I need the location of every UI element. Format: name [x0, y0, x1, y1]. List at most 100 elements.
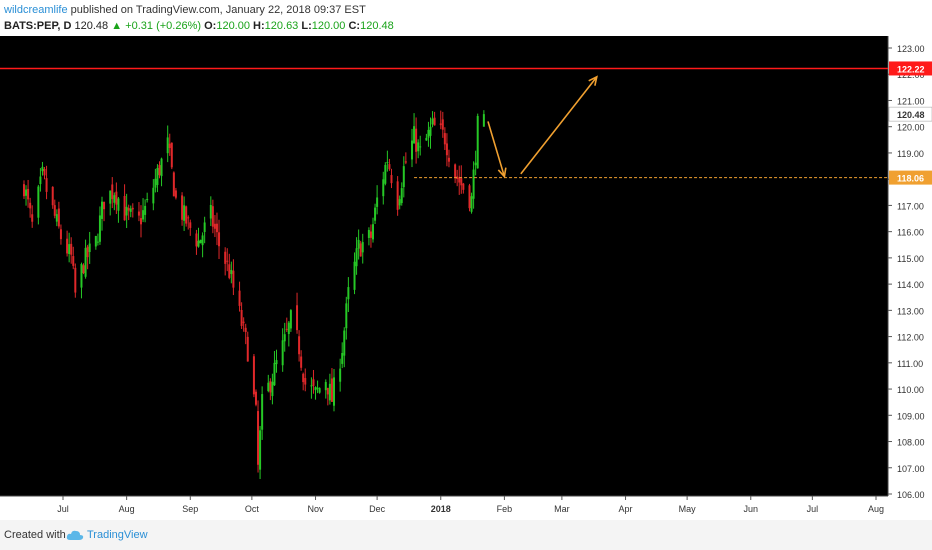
x-tick-label: Feb [497, 504, 513, 514]
candle-body [213, 223, 216, 229]
y-tick-label: 111.00 [897, 359, 923, 369]
candle [439, 110, 442, 130]
candle [189, 219, 192, 236]
candle [359, 240, 362, 257]
candle [372, 217, 375, 243]
candle-body [129, 208, 132, 212]
support-price-label-bg [889, 170, 932, 185]
x-tick-label: May [679, 504, 697, 514]
candle [267, 374, 270, 393]
candle [57, 201, 60, 229]
candle-body [201, 235, 204, 246]
candle [86, 244, 89, 270]
publish-header: wildcreamlife published on TradingView.c… [4, 2, 366, 18]
candle [413, 113, 416, 144]
arrow-annotations[interactable] [487, 75, 598, 179]
candle [199, 239, 202, 244]
candle [454, 163, 457, 184]
candle [183, 196, 186, 231]
candle-body [88, 243, 91, 253]
candle [174, 187, 177, 200]
low-value: 120.00 [311, 20, 346, 32]
arrow-1[interactable] [487, 121, 507, 179]
candle-body [140, 218, 143, 225]
candle-body [343, 330, 346, 356]
candle [94, 235, 97, 250]
candle-body [476, 115, 479, 169]
candle-body [41, 166, 44, 172]
arrow-2[interactable] [520, 75, 598, 175]
candle [386, 150, 389, 172]
candle [41, 161, 44, 176]
candle-body [43, 169, 46, 176]
candle-body [359, 243, 362, 257]
candle-body [82, 265, 85, 274]
candle [117, 197, 120, 223]
candle-body [22, 184, 25, 197]
candle [88, 231, 91, 264]
author-link[interactable]: wildcreamlife [4, 4, 68, 16]
symbol-name[interactable]: BATS:PEP, D [4, 20, 72, 32]
candle-body [429, 126, 432, 136]
candle [137, 202, 140, 222]
candle [417, 139, 420, 159]
tradingview-link[interactable]: TradingView [87, 529, 148, 541]
candle-body [37, 186, 40, 218]
candle-body [232, 270, 235, 288]
horizontal-lines-group[interactable] [0, 67, 888, 179]
candle [326, 387, 329, 406]
candle [261, 386, 264, 440]
price-chart[interactable]: 106.00 107.00 108.00 109.00 110.00 111.00 112.… [0, 36, 932, 520]
candle-body [273, 362, 276, 386]
candle-body [384, 164, 387, 184]
candle-body [400, 188, 403, 204]
candle-body [376, 197, 379, 207]
candle-body [152, 187, 155, 204]
plot-area[interactable] [0, 36, 888, 496]
candle [226, 248, 229, 272]
y-tick-label: 112.00 [897, 333, 924, 343]
candle-body [209, 204, 212, 219]
candle [170, 142, 173, 170]
y-tick-label: 110.00 [897, 385, 924, 395]
candle [367, 227, 370, 246]
last-price-label: 120.48 [888, 106, 932, 122]
candle-body [316, 387, 319, 389]
candle-body [98, 215, 101, 242]
candle-body [318, 388, 321, 393]
candle [82, 263, 85, 275]
candle [195, 229, 198, 255]
candle-body [472, 169, 475, 199]
candle [462, 182, 465, 194]
candle [271, 373, 274, 405]
candle [287, 321, 290, 347]
candle-body [281, 340, 284, 366]
candle-body [160, 158, 163, 177]
candle-body [312, 379, 315, 386]
candle [156, 164, 159, 193]
candle-body [25, 189, 28, 196]
candle-body [454, 164, 457, 179]
candle-body [127, 207, 130, 211]
candle [474, 150, 477, 176]
candle-body [474, 162, 477, 166]
candle [355, 237, 358, 275]
candle [181, 192, 184, 226]
candle [55, 209, 58, 227]
candle [37, 184, 40, 225]
candle-body [462, 183, 465, 190]
candle-body [355, 248, 358, 267]
candle-body [244, 327, 247, 333]
candle [347, 277, 350, 312]
candle [201, 232, 204, 258]
candle-body [302, 373, 305, 383]
y-tick-label: 120.00 [897, 123, 925, 133]
resistance-price-label-text: 122.22 [897, 64, 925, 74]
candle-body [174, 190, 177, 198]
time-axis[interactable] [0, 496, 888, 520]
candle-body [287, 322, 290, 335]
candle-body [211, 206, 214, 227]
candle-body [259, 430, 262, 470]
candle [25, 185, 28, 206]
y-tick-label: 116.00 [897, 228, 924, 238]
